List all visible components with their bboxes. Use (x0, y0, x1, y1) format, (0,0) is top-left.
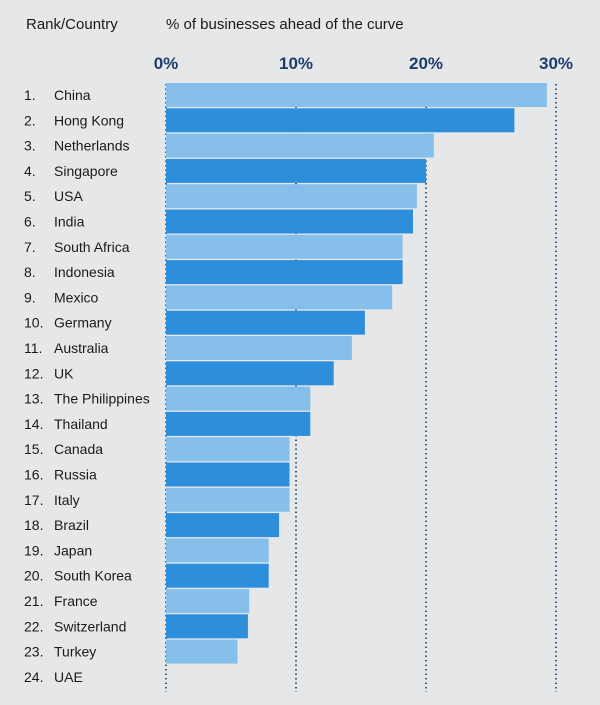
bar (166, 83, 547, 107)
country-label: South Africa (54, 239, 130, 255)
country-label: The Philippines (54, 391, 150, 407)
rank-label: 18. (24, 517, 43, 533)
bar (166, 184, 417, 209)
country-label: Germany (54, 315, 112, 331)
tick-label: 10% (279, 54, 313, 73)
country-label: France (54, 593, 98, 609)
rank-label: 17. (24, 492, 43, 508)
rank-label: 13. (24, 391, 43, 407)
tick-label: 30% (539, 54, 573, 73)
country-label: Japan (54, 542, 92, 558)
rank-label: 24. (24, 669, 43, 685)
bar (166, 462, 290, 487)
country-label: Russia (54, 467, 97, 483)
rank-label: 8. (24, 264, 36, 280)
bar (166, 437, 290, 462)
bar (166, 411, 311, 436)
country-label: Thailand (54, 416, 108, 432)
country-label: Indonesia (54, 264, 115, 280)
rank-label: 22. (24, 618, 43, 634)
bar (166, 538, 269, 563)
bar (166, 260, 403, 285)
rank-label: 6. (24, 214, 36, 230)
rank-label: 3. (24, 138, 36, 154)
rank-label: 23. (24, 644, 43, 660)
rank-label: 15. (24, 441, 43, 457)
country-label: Hong Kong (54, 112, 124, 128)
rank-label: 1. (24, 87, 36, 103)
bar (166, 336, 352, 360)
bar (166, 234, 403, 259)
tick-label: 20% (409, 54, 443, 73)
rank-label: 11. (24, 340, 42, 356)
rank-label: 10. (24, 315, 43, 331)
country-label: Italy (54, 492, 80, 508)
rank-label: 7. (24, 239, 36, 255)
bar (166, 614, 248, 639)
rank-label: 16. (24, 467, 43, 483)
country-label: UK (54, 365, 74, 381)
rank-label: 4. (24, 163, 36, 179)
bar (166, 133, 434, 158)
rank-label: 14. (24, 416, 43, 432)
country-label: Mexico (54, 289, 99, 305)
country-label: India (54, 214, 85, 230)
bar (166, 158, 426, 183)
country-label: Australia (54, 340, 109, 356)
rank-label: 12. (24, 365, 43, 381)
rank-label: 9. (24, 289, 36, 305)
bar (166, 285, 393, 310)
bar (166, 209, 413, 234)
tick-label: 0% (154, 54, 179, 73)
country-label: China (54, 87, 91, 103)
rank-label: 21. (24, 593, 43, 609)
bar (166, 487, 290, 512)
rank-label: 20. (24, 568, 43, 584)
row-labels: 1. China 2. Hong Kong 3. Netherlands 4. Singapo… (24, 87, 150, 685)
axis-title: % of businesses ahead of the curve (166, 16, 404, 33)
country-label: Brazil (54, 517, 89, 533)
country-label: Singapore (54, 163, 118, 179)
x-axis-ticks: 0% 10% 20% 30% (154, 54, 573, 73)
rank-label: 19. (24, 542, 43, 558)
bar (166, 589, 250, 613)
country-label: South Korea (54, 568, 132, 584)
rank-country-header: Rank/Country (26, 16, 118, 33)
country-label: Canada (54, 441, 103, 457)
bar (166, 310, 365, 335)
country-label: UAE (54, 669, 83, 685)
country-label: Turkey (54, 644, 96, 660)
bar (166, 386, 311, 411)
country-label: Netherlands (54, 138, 130, 154)
bar (166, 563, 269, 588)
rank-label: 5. (24, 188, 36, 204)
bar (166, 639, 238, 664)
bar (166, 361, 334, 386)
country-label: Switzerland (54, 618, 126, 634)
bar (166, 108, 515, 133)
rank-label: 2. (24, 112, 36, 128)
bar (166, 513, 280, 538)
country-label: USA (54, 188, 83, 204)
bars (166, 83, 547, 664)
